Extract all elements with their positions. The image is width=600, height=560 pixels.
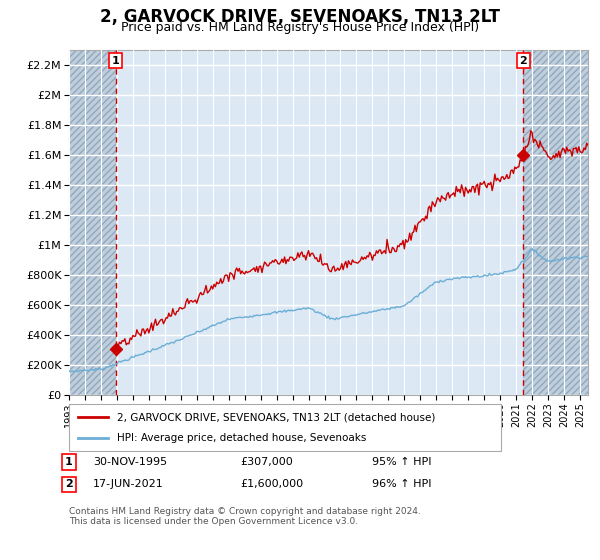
Text: HPI: Average price, detached house, Sevenoaks: HPI: Average price, detached house, Seve… [116, 433, 366, 443]
Text: Contains HM Land Registry data © Crown copyright and database right 2024.
This d: Contains HM Land Registry data © Crown c… [69, 507, 421, 526]
Bar [523, 50, 588, 395]
Text: 1: 1 [65, 457, 73, 467]
Bar [523, 50, 588, 395]
Bar [69, 50, 116, 395]
Text: 95% ↑ HPI: 95% ↑ HPI [372, 457, 431, 467]
Text: 2: 2 [65, 479, 73, 489]
Text: 1: 1 [112, 55, 119, 66]
Text: 2, GARVOCK DRIVE, SEVENOAKS, TN13 2LT (detached house): 2, GARVOCK DRIVE, SEVENOAKS, TN13 2LT (d… [116, 412, 435, 422]
FancyBboxPatch shape [69, 404, 501, 451]
Text: £307,000: £307,000 [240, 457, 293, 467]
Text: 96% ↑ HPI: 96% ↑ HPI [372, 479, 431, 489]
Text: 2, GARVOCK DRIVE, SEVENOAKS, TN13 2LT: 2, GARVOCK DRIVE, SEVENOAKS, TN13 2LT [100, 8, 500, 26]
Text: £1,600,000: £1,600,000 [240, 479, 303, 489]
Text: 2: 2 [520, 55, 527, 66]
Text: Price paid vs. HM Land Registry's House Price Index (HPI): Price paid vs. HM Land Registry's House … [121, 21, 479, 34]
Bar [69, 50, 116, 395]
Text: 30-NOV-1995: 30-NOV-1995 [93, 457, 167, 467]
Text: 17-JUN-2021: 17-JUN-2021 [93, 479, 164, 489]
